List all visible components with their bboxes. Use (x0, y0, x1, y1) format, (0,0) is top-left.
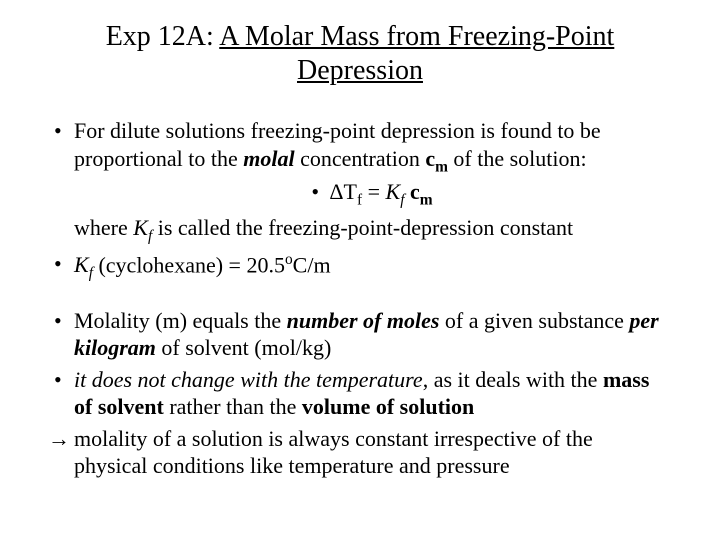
text-part: of solvent (mol/kg) (156, 335, 331, 360)
text-cm-c: c (425, 146, 435, 171)
bullet-temp-invariant: it does not change with the temperature,… (50, 366, 670, 421)
bullet-conclusion: → molality of a solution is always const… (50, 425, 670, 480)
text-part: rather than the (164, 394, 302, 419)
text-degree: o (285, 251, 293, 268)
equation-line: • ΔTf = Kf cm (74, 178, 670, 210)
text-ital: it does not change with the temperature (74, 367, 423, 392)
text-numbermoles: number of moles (287, 308, 440, 333)
slide: Exp 12A: A Molar Mass from Freezing-Poin… (0, 0, 720, 504)
bullet-list-1: For dilute solutions freezing-point depr… (50, 117, 670, 210)
where-clause: where Kf is called the freezing-point-de… (50, 214, 670, 246)
eq-dt: ΔT (329, 179, 357, 204)
text-part: of a given substance (439, 308, 629, 333)
inner-bullet-icon: • (311, 179, 319, 204)
text-part: of the solution: (448, 146, 587, 171)
bullet-list-1b: Kf (cyclohexane) = 20.5oC/m (50, 250, 670, 283)
text-part: C/m (293, 252, 331, 277)
title-underlined: A Molar Mass from Freezing-Point Depress… (219, 21, 614, 86)
eq-c: c (410, 179, 420, 204)
text-molal: molal (243, 146, 294, 171)
text-volume-solution: volume of solution (302, 394, 474, 419)
bullet-molality-def: Molality (m) equals the number of moles … (50, 307, 670, 362)
text-kf-k: K (74, 252, 89, 277)
text-part: , as it deals with the (423, 367, 603, 392)
text-part: where (74, 215, 133, 240)
text-cm-m: m (435, 158, 448, 175)
eq-equals: = (362, 179, 385, 204)
slide-title: Exp 12A: A Molar Mass from Freezing-Poin… (50, 20, 670, 87)
text-kf-k: K (133, 215, 148, 240)
text-part: (cyclohexane) = 20.5 (93, 252, 285, 277)
bullet-list-2: Molality (m) equals the number of moles … (50, 307, 670, 480)
eq-k: K (386, 179, 401, 204)
title-prefix: Exp 12A: (106, 21, 220, 52)
bullet-kf-value: Kf (cyclohexane) = 20.5oC/m (50, 250, 670, 283)
bullet-freezing-point: For dilute solutions freezing-point depr… (50, 117, 670, 210)
text-part: concentration (295, 146, 426, 171)
spacer (50, 287, 670, 307)
arrow-icon: → (48, 425, 70, 453)
text-part: is called the freezing-point-depression … (152, 215, 573, 240)
text-part: Molality (m) equals the (74, 308, 287, 333)
text-part: molality of a solution is always constan… (74, 426, 593, 479)
eq-k-sub: f (400, 192, 404, 209)
eq-c-sub: m (420, 192, 433, 209)
